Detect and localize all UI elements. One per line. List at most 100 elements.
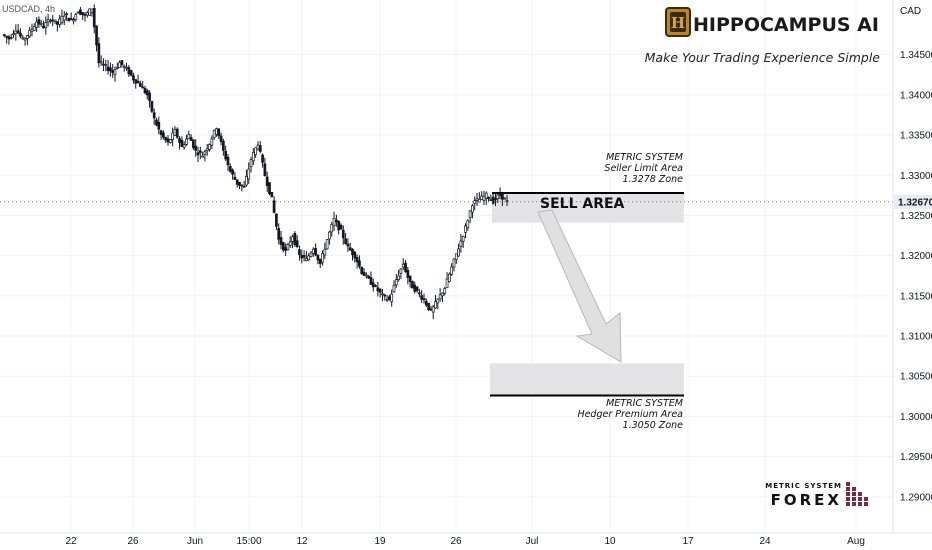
candle-body [254, 147, 258, 155]
candle-body [69, 18, 73, 20]
candle-body [180, 139, 184, 147]
candle-body [185, 138, 188, 145]
candle-body [102, 63, 105, 66]
candle-body [162, 132, 165, 138]
candle-body [178, 138, 181, 143]
candle-body [118, 62, 121, 68]
candle-body [399, 268, 403, 274]
candle-body [109, 67, 112, 72]
candle-body [127, 67, 131, 75]
time-tick-label: 22 [65, 536, 77, 547]
price-tick-label: 1.30500 [900, 372, 932, 383]
sell-area-label: SELL AREA [540, 196, 625, 212]
candle-body [139, 83, 142, 87]
candle-body [369, 277, 373, 285]
candle-body [335, 219, 338, 223]
time-axis[interactable]: 22 26 Jun 15:00 12 19 26 Jul 10 17 24 Aug [0, 532, 932, 550]
candle-body [233, 176, 237, 180]
watermark-bar-cell [846, 482, 850, 486]
candle-body [314, 248, 317, 256]
candle-body [307, 255, 311, 261]
candle-body [92, 7, 96, 28]
candle-body [60, 15, 64, 24]
candle-body [215, 128, 218, 135]
candle-body [452, 258, 456, 268]
price-tick-label: 1.31000 [900, 332, 932, 343]
candle-body [134, 79, 138, 84]
candle-body [355, 257, 359, 263]
watermark-bars-icon [846, 482, 868, 506]
candle-body [309, 252, 313, 257]
time-tick-label: 10 [604, 536, 616, 547]
zones [490, 191, 684, 397]
brand-tagline: Make Your Trading Experience Simple [645, 50, 881, 65]
candle-body [459, 240, 463, 247]
time-tick-label: 24 [759, 536, 771, 547]
candle-body [344, 238, 347, 244]
candle-body [136, 80, 140, 84]
time-axis-bg [0, 533, 932, 550]
candle-body [222, 140, 225, 151]
candle-body [281, 242, 285, 251]
candle-body [26, 35, 29, 39]
candle-body [23, 37, 27, 41]
candle-body [219, 135, 223, 142]
candle-body [192, 139, 195, 149]
candle-body [249, 159, 253, 168]
candle-body [39, 22, 43, 25]
candle-body [175, 128, 179, 138]
candle-body [388, 296, 391, 300]
candle-body [501, 192, 504, 200]
candle-body [305, 257, 308, 261]
candle-body [457, 248, 460, 257]
price-tick-label: 1.29000 [900, 492, 932, 503]
candle-body [362, 271, 366, 276]
price-axis-bg [893, 0, 932, 533]
candle-body [371, 282, 375, 288]
candle-body [210, 138, 214, 146]
watermark-bar-cell [864, 497, 868, 501]
time-tick-label: 15:00 [236, 536, 261, 547]
watermark-bar-cell [846, 497, 850, 501]
price-axis[interactable]: CAD 1.345001.340001.335001.330001.325001… [892, 0, 932, 533]
candle-body [97, 43, 101, 64]
candle-body [148, 92, 151, 102]
candle-body [240, 184, 244, 187]
time-tick-label: 19 [374, 536, 386, 547]
watermark-bar-cell [852, 492, 856, 496]
candle-body [436, 298, 440, 304]
candle-body [14, 30, 18, 35]
candle-body [505, 200, 509, 202]
watermark-line-2: FOREX [771, 491, 842, 509]
candle-body [381, 293, 384, 296]
candle-body [99, 61, 103, 64]
candle-body [159, 130, 163, 135]
time-tick-label: Aug [847, 536, 865, 547]
time-tick-label: 26 [127, 536, 139, 547]
candle-body [415, 286, 419, 291]
candle-body [58, 18, 61, 25]
price-tick-label: 1.30000 [900, 412, 932, 423]
watermark-bar-cell [846, 502, 850, 506]
symbol-header: USDCAD, 4h [2, 4, 55, 14]
candle-body [348, 247, 352, 251]
watermark-bar-cell [858, 497, 862, 501]
candle-body [424, 300, 428, 306]
candle-body [473, 200, 477, 204]
hedger-annotation: METRIC SYSTEM Hedger Premium Area 1.3050… [577, 398, 683, 431]
seller-annotation: METRIC SYSTEM Seller Limit Area 1.3278 Z… [604, 152, 683, 185]
candle-body [2, 34, 6, 36]
hedger-line-1: METRIC SYSTEM [606, 398, 683, 409]
candle-body [164, 137, 168, 141]
candle-body [226, 156, 230, 166]
watermark-bar-cell [846, 492, 850, 496]
candle-body [224, 150, 228, 160]
candle-body [106, 66, 110, 71]
candle-body [293, 233, 297, 246]
candle-body [88, 8, 91, 16]
candle-body [115, 67, 119, 69]
candle-body [351, 248, 354, 255]
candle-body [143, 87, 147, 94]
